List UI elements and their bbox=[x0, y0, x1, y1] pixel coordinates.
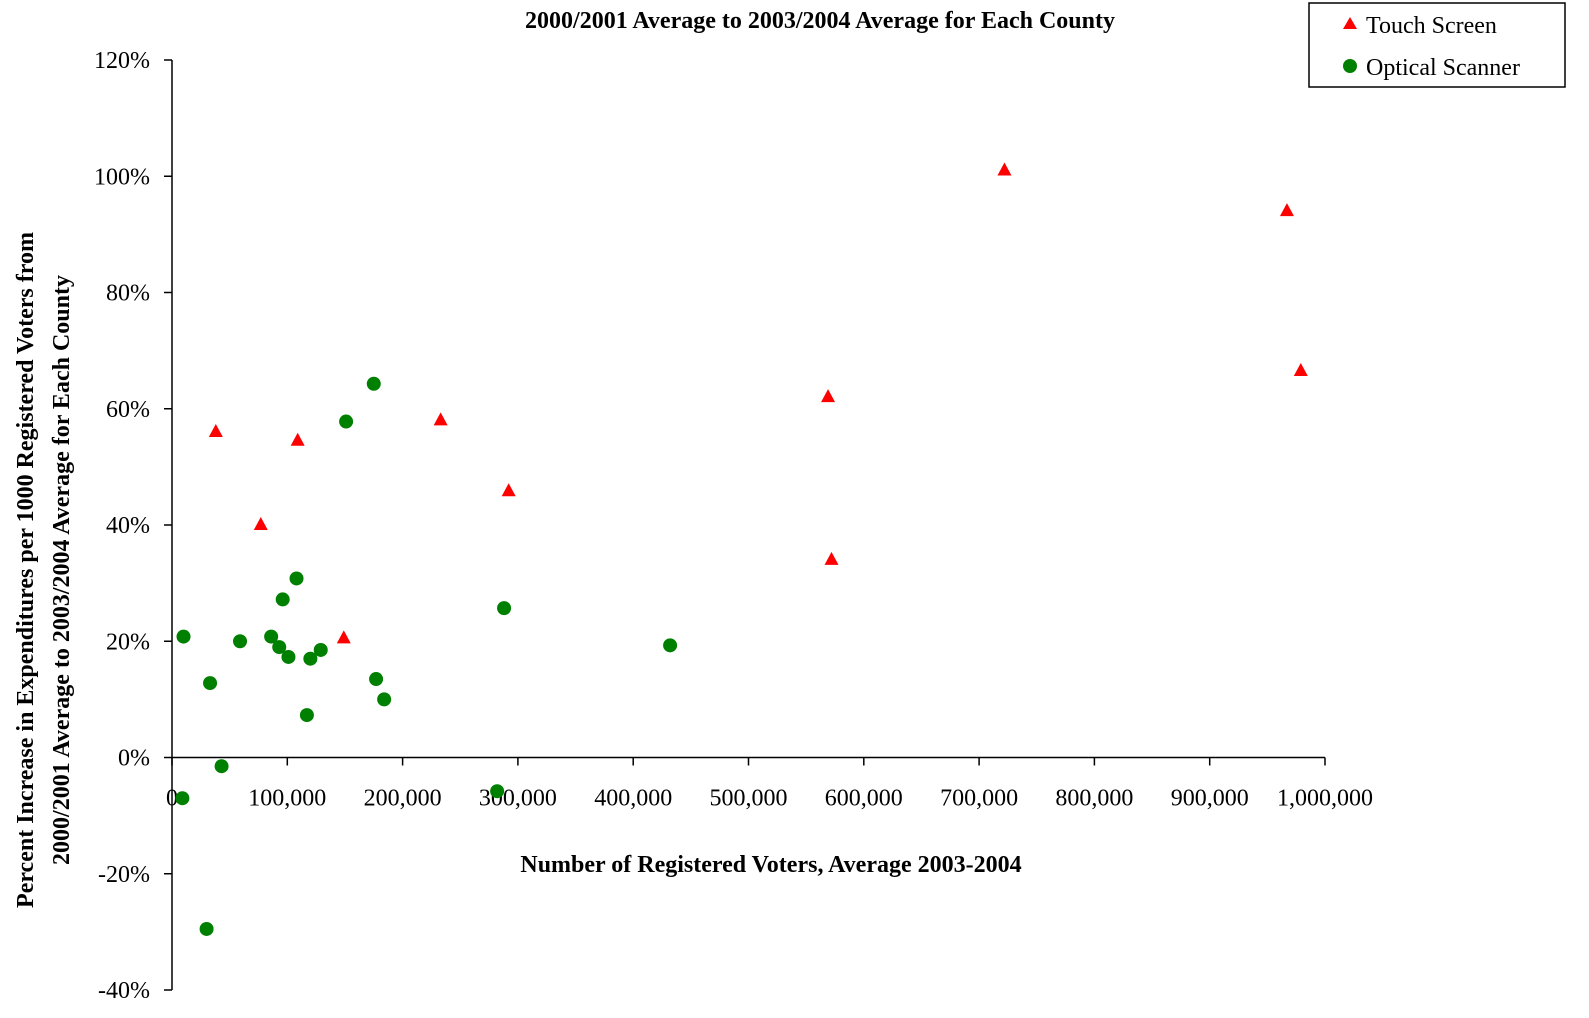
x-tick-label: 0 bbox=[166, 786, 178, 812]
chart-title: 2000/2001 Average to 2003/2004 Average f… bbox=[525, 8, 1115, 34]
legend-label-optical-scanner: Optical Scanner bbox=[1366, 55, 1520, 81]
legend-box bbox=[1308, 2, 1566, 88]
x-tick-label: 1,000,000 bbox=[1277, 786, 1373, 812]
optical-scanner-point bbox=[199, 921, 214, 936]
y-tick-label: 20% bbox=[106, 629, 150, 655]
x-tick-label: 500,000 bbox=[710, 786, 788, 812]
legend-triangle-marker bbox=[1343, 17, 1357, 29]
legend: Touch Screen Optical Scanner bbox=[1308, 2, 1566, 88]
x-tick-label: 900,000 bbox=[1171, 786, 1249, 812]
optical-scanner-point bbox=[175, 791, 190, 806]
y-tick-label: 60% bbox=[106, 397, 150, 423]
y-axis-title-line-2: 2000/2001 Average to 2003/2004 Average f… bbox=[49, 275, 75, 865]
touch-screen-point bbox=[290, 432, 305, 446]
y-tick-label: 40% bbox=[106, 513, 150, 539]
touch-screen-point bbox=[997, 162, 1012, 176]
y-tick-label: 100% bbox=[94, 164, 150, 190]
touch-screen-point bbox=[501, 483, 516, 497]
optical-scanner-point bbox=[339, 414, 354, 429]
axes bbox=[164, 59, 1326, 991]
x-tick-label: 800,000 bbox=[1055, 786, 1133, 812]
y-tick-label: 80% bbox=[106, 281, 150, 307]
optical-scanner-point bbox=[264, 629, 279, 644]
touch-screen-point bbox=[821, 389, 836, 403]
x-tick-label: 600,000 bbox=[825, 786, 903, 812]
optical-scanner-point bbox=[233, 634, 248, 649]
optical-scanner-point bbox=[313, 642, 328, 657]
touch-screen-point bbox=[208, 424, 223, 437]
optical-scanner-point bbox=[289, 571, 304, 586]
y-tick-label: -40% bbox=[98, 978, 150, 1004]
optical-scanner-point bbox=[214, 759, 229, 774]
x-tick-label: 100,000 bbox=[248, 786, 326, 812]
y-axis-title-line-1: Percent Increase in Expenditures per 100… bbox=[13, 232, 39, 908]
legend-label-touch-screen: Touch Screen bbox=[1366, 13, 1497, 39]
touch-screen-point bbox=[824, 551, 839, 565]
optical-scanner-point bbox=[377, 692, 392, 707]
optical-scanner-point bbox=[299, 708, 314, 723]
legend-circle-marker bbox=[1343, 59, 1357, 73]
touch-screen-point bbox=[433, 412, 448, 426]
optical-scanner-point bbox=[203, 676, 218, 691]
optical-scanner-point bbox=[303, 651, 318, 666]
optical-scanner-point bbox=[176, 629, 191, 644]
optical-scanner-point bbox=[281, 649, 296, 664]
touch-screen-point bbox=[1293, 362, 1308, 376]
touch-screen-point bbox=[1279, 203, 1294, 217]
optical-scanner-point bbox=[366, 376, 381, 391]
y-tick-label: 0% bbox=[118, 746, 150, 772]
touch-screen-point bbox=[336, 630, 351, 644]
optical-scanner-point bbox=[497, 601, 512, 616]
y-tick-label: 120% bbox=[94, 48, 150, 74]
touch-screen-point bbox=[253, 517, 268, 530]
optical-scanner-point bbox=[272, 640, 287, 655]
x-axis-title: Number of Registered Voters, Average 200… bbox=[520, 852, 1021, 878]
x-tick-label: 200,000 bbox=[364, 786, 442, 812]
x-tick-label: 700,000 bbox=[940, 786, 1018, 812]
data-points bbox=[175, 162, 1308, 936]
y-axis-title: Percent Increase in Expenditures per 100… bbox=[13, 232, 75, 908]
optical-scanner-point bbox=[369, 672, 384, 687]
x-tick-label: 400,000 bbox=[594, 786, 672, 812]
y-tick-label: -20% bbox=[98, 862, 150, 888]
optical-scanner-point bbox=[490, 784, 505, 799]
optical-scanner-point bbox=[275, 592, 290, 607]
optical-scanner-point bbox=[663, 638, 678, 653]
tick-labels: -40% -20% 0% 20% 40% 60% 80% 100% 120% 0 100,000 20… bbox=[94, 48, 1373, 1004]
